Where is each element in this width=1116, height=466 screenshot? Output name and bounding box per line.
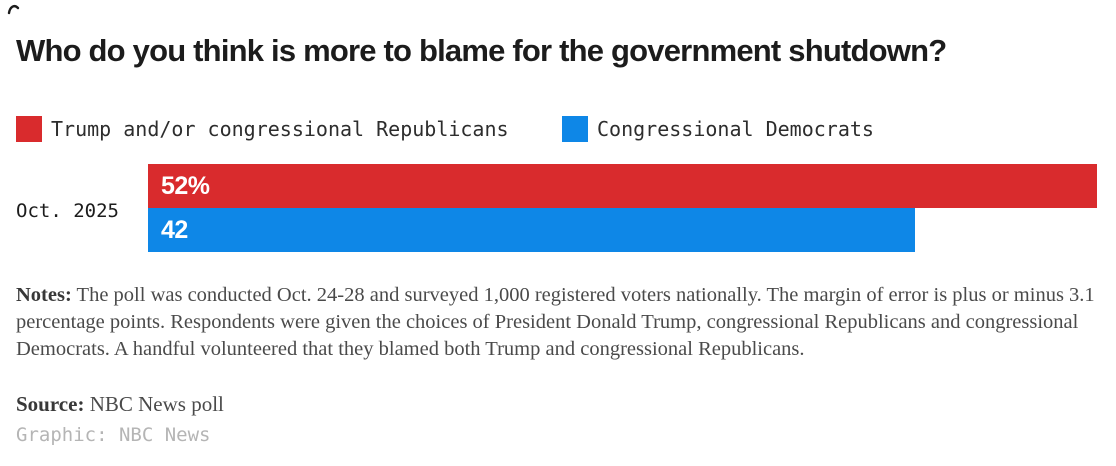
- chart-title: Who do you think is more to blame for th…: [16, 33, 947, 68]
- notes-text: Notes: The poll was conducted Oct. 24-28…: [16, 282, 1104, 363]
- bar-republicans: 52%: [148, 164, 1097, 208]
- chart-legend: Trump and/or congressional Republicans C…: [16, 115, 1100, 145]
- bar-value-democrats: 42: [161, 215, 188, 244]
- category-label-oct-2025: Oct. 2025: [16, 200, 119, 222]
- source-body: NBC News poll: [84, 392, 224, 416]
- bar-group: 52% 42: [148, 164, 1097, 252]
- source-line: Source: NBC News poll: [16, 392, 224, 417]
- source-label: Source:: [16, 392, 85, 416]
- corner-scribble-mark: [7, 2, 21, 21]
- legend-item-democrats: Congressional Democrats: [562, 115, 874, 143]
- bar-value-republicans: 52%: [161, 171, 210, 200]
- legend-swatch-red: [16, 116, 42, 142]
- notes-label: Notes:: [16, 284, 72, 306]
- notes-body: The poll was conducted Oct. 24-28 and su…: [16, 284, 1095, 360]
- bar-democrats: 42: [148, 208, 915, 252]
- legend-label-democrats: Congressional Democrats: [597, 117, 874, 141]
- graphic-credit: Graphic: NBC News: [16, 424, 211, 446]
- legend-swatch-blue: [562, 116, 588, 142]
- legend-label-republicans: Trump and/or congressional Republicans: [51, 117, 509, 141]
- legend-item-republicans: Trump and/or congressional Republicans: [16, 115, 509, 143]
